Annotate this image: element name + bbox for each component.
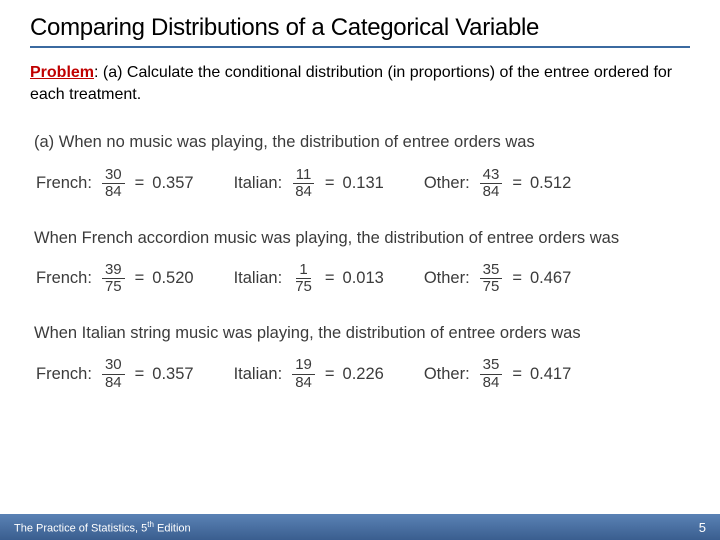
calc-label: French: [36, 269, 92, 288]
calc: Italian: 1184 = 0.131 [234, 167, 384, 201]
problem-label: Problem [30, 64, 94, 81]
fraction: 1184 [292, 167, 315, 201]
calc: Italian: 175 = 0.013 [234, 262, 384, 296]
calc-value: 0.417 [530, 365, 571, 384]
calc-value: 0.131 [343, 174, 384, 193]
calc-label: Other: [424, 365, 470, 384]
fraction: 1984 [292, 357, 315, 391]
scenario-row-2: French: 3084 = 0.357 Italian: 1984 = 0.2… [36, 357, 690, 391]
calc: French: 3975 = 0.520 [36, 262, 194, 296]
fraction: 175 [292, 262, 315, 296]
calc-value: 0.226 [343, 365, 384, 384]
calc: French: 3084 = 0.357 [36, 357, 194, 391]
calc: French: 3084 = 0.357 [36, 167, 194, 201]
calc: Italian: 1984 = 0.226 [234, 357, 384, 391]
fraction: 4384 [480, 167, 503, 201]
problem-statement: Problem: (a) Calculate the conditional d… [30, 62, 690, 105]
calc: Other: 3575 = 0.467 [424, 262, 571, 296]
fraction: 3584 [480, 357, 503, 391]
scenario-row-1: French: 3975 = 0.520 Italian: 175 = 0.01… [36, 262, 690, 296]
scenario-row-0: French: 3084 = 0.357 Italian: 1184 = 0.1… [36, 167, 690, 201]
calc-label: Italian: [234, 269, 283, 288]
calc-label: Other: [424, 174, 470, 193]
calc-label: Other: [424, 269, 470, 288]
scenario-intro-2: When Italian string music was playing, t… [34, 318, 690, 349]
calc-label: French: [36, 365, 92, 384]
calc: Other: 4384 = 0.512 [424, 167, 571, 201]
calc: Other: 3584 = 0.417 [424, 357, 571, 391]
calc-label: Italian: [234, 174, 283, 193]
book-title: The Practice of Statistics, 5th Edition [14, 520, 191, 535]
calc-value: 0.013 [343, 269, 384, 288]
scenario-intro-0: (a) When no music was playing, the distr… [34, 127, 690, 158]
calc-value: 0.467 [530, 269, 571, 288]
calc-value: 0.357 [152, 365, 193, 384]
page-number: 5 [699, 520, 706, 535]
calc-value: 0.357 [152, 174, 193, 193]
scenario-intro-1: When French accordion music was playing,… [34, 223, 690, 254]
calc-label: French: [36, 174, 92, 193]
answer-block: (a) When no music was playing, the distr… [34, 127, 690, 391]
slide-title: Comparing Distributions of a Categorical… [30, 14, 690, 48]
fraction: 3575 [480, 262, 503, 296]
calc-label: Italian: [234, 365, 283, 384]
footer-bar: The Practice of Statistics, 5th Edition … [0, 514, 720, 540]
fraction: 3975 [102, 262, 125, 296]
problem-text: : (a) Calculate the conditional distribu… [30, 64, 672, 103]
fraction: 3084 [102, 357, 125, 391]
fraction: 3084 [102, 167, 125, 201]
calc-value: 0.520 [152, 269, 193, 288]
calc-value: 0.512 [530, 174, 571, 193]
